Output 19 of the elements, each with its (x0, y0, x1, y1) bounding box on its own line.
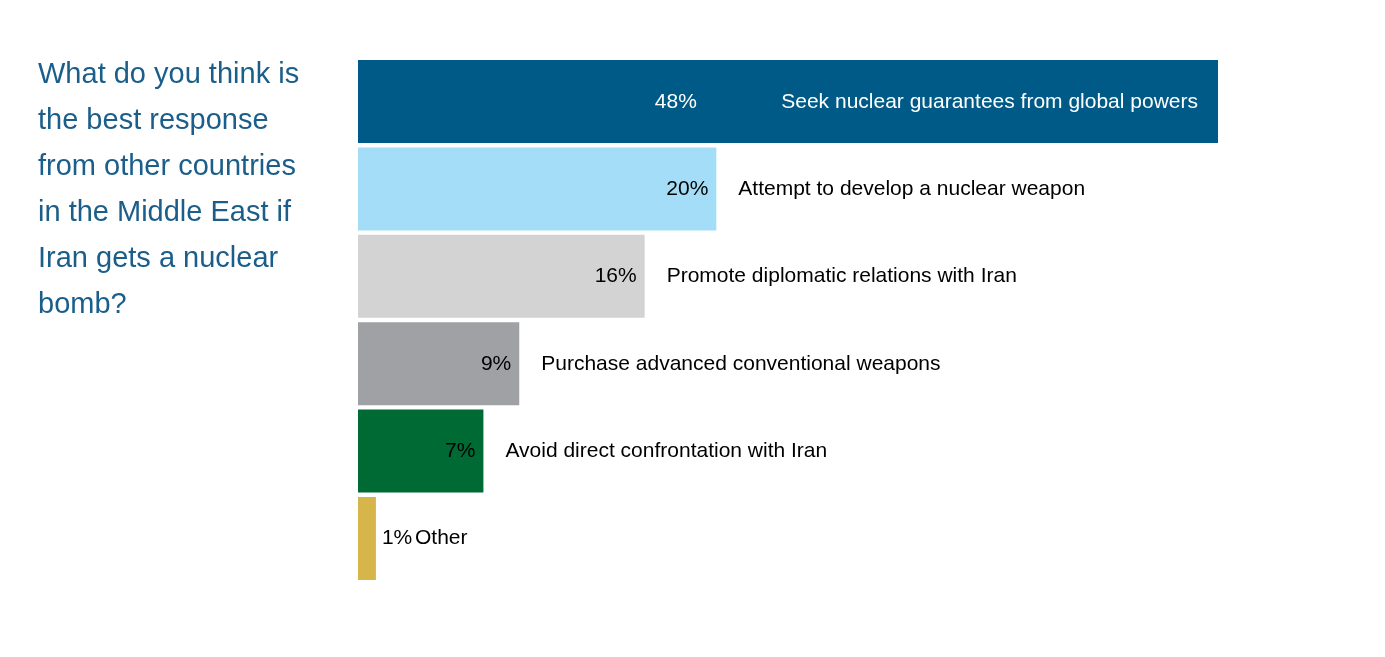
y-tick-label: Attempt to develop a nuclear weapon (738, 175, 1086, 199)
data-label: 48% (654, 88, 697, 112)
bar (358, 409, 484, 493)
bar (358, 322, 520, 406)
data-label: 9% (480, 350, 512, 374)
data-label: 20% (666, 175, 709, 199)
text: What do you think is the best response from other countries in the Middle East if Iran gets a nuclear bomb? (38, 57, 300, 319)
data-label: 1% (381, 525, 413, 549)
data-label: 7% (445, 438, 476, 462)
y-tick-label: Avoid direct confrontation with Iran (505, 438, 828, 462)
bar (358, 147, 717, 231)
y-tick-label: Promote diplomatic relations with Iran (666, 263, 1017, 287)
y-tick-label: Purchase advanced conventional weapons (541, 350, 941, 374)
y-tick-label: Other (415, 525, 468, 549)
data-label: 16% (594, 263, 637, 287)
bar (358, 496, 376, 580)
bar (358, 60, 1218, 144)
bar (358, 234, 645, 318)
y-tick-label: Seek nuclear guarantees from global powers (781, 88, 1198, 112)
